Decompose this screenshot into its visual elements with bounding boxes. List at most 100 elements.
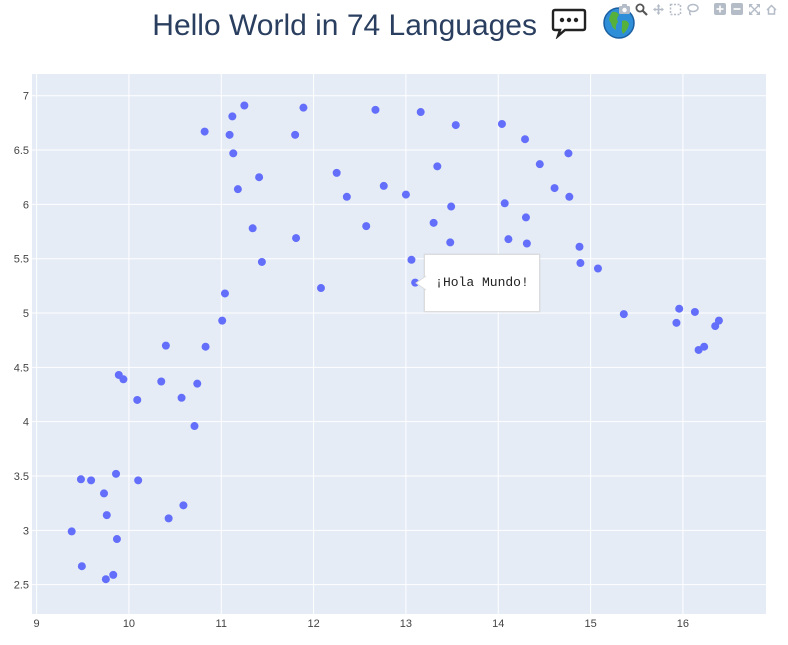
x-tick-label: 12: [307, 618, 319, 630]
data-point[interactable]: [292, 234, 301, 243]
data-point[interactable]: [164, 514, 173, 523]
data-point[interactable]: [714, 316, 723, 325]
data-point[interactable]: [100, 489, 109, 498]
data-point[interactable]: [133, 395, 142, 404]
data-point[interactable]: [161, 341, 170, 350]
data-point[interactable]: [248, 224, 257, 233]
zoom-icon[interactable]: [634, 2, 648, 16]
data-point[interactable]: [228, 112, 237, 121]
data-point[interactable]: [257, 257, 266, 266]
zoom-in-icon[interactable]: [713, 2, 727, 16]
data-point[interactable]: [565, 192, 574, 201]
pan-icon[interactable]: [651, 2, 665, 16]
y-tick-label: 4.5: [14, 362, 29, 374]
data-points: [67, 101, 723, 584]
data-point[interactable]: [193, 379, 202, 388]
data-point[interactable]: [447, 202, 456, 211]
x-tick-label: 10: [123, 618, 135, 630]
data-point[interactable]: [240, 101, 249, 110]
data-point[interactable]: [575, 242, 584, 251]
data-point[interactable]: [411, 278, 420, 287]
data-point[interactable]: [200, 127, 209, 136]
x-tick-label: 14: [492, 618, 504, 630]
data-point[interactable]: [87, 476, 96, 485]
tooltip-text: ¡Hola Mundo!: [435, 274, 529, 290]
data-point[interactable]: [77, 562, 86, 571]
data-point[interactable]: [672, 318, 681, 327]
data-point[interactable]: [521, 213, 530, 222]
data-point[interactable]: [119, 375, 128, 384]
data-point[interactable]: [332, 168, 341, 177]
grid-lines: [32, 74, 766, 614]
data-point[interactable]: [451, 121, 460, 130]
globe-icon: [602, 6, 636, 48]
y-tick-label: 5.5: [14, 254, 29, 266]
y-tick-label: 7: [23, 91, 29, 103]
y-tick-label: 6.5: [14, 145, 29, 157]
data-point[interactable]: [593, 264, 602, 273]
data-point[interactable]: [690, 307, 699, 316]
data-point[interactable]: [67, 527, 76, 536]
x-tick-label: 16: [677, 618, 689, 630]
data-point[interactable]: [112, 535, 121, 544]
data-point[interactable]: [497, 119, 506, 128]
data-point[interactable]: [700, 342, 709, 351]
data-point[interactable]: [416, 108, 425, 117]
data-point[interactable]: [619, 310, 628, 319]
data-point[interactable]: [433, 162, 442, 171]
data-point[interactable]: [177, 393, 186, 402]
data-point[interactable]: [225, 130, 234, 139]
axis-ticks: 9 10 11 12 13 14 15 16 2.5 3 3.5 4 4.5 5 5.5 6 6.5 7: [14, 91, 689, 630]
data-point[interactable]: [371, 105, 380, 114]
data-point[interactable]: [504, 235, 513, 244]
data-point[interactable]: [157, 377, 166, 386]
zoom-out-icon[interactable]: [730, 2, 744, 16]
plot-area[interactable]: [32, 74, 766, 614]
data-point[interactable]: [299, 103, 308, 112]
data-point[interactable]: [429, 218, 438, 227]
y-tick-label: 3.5: [14, 471, 29, 483]
data-point[interactable]: [109, 570, 118, 579]
data-point[interactable]: [564, 149, 573, 158]
data-point[interactable]: [291, 130, 300, 139]
x-tick-label: 13: [400, 618, 412, 630]
reset-axes-icon[interactable]: [764, 2, 778, 16]
data-point[interactable]: [675, 304, 684, 313]
data-point[interactable]: [576, 259, 585, 268]
camera-icon[interactable]: [617, 2, 631, 16]
data-point[interactable]: [255, 173, 264, 182]
data-point[interactable]: [446, 238, 455, 247]
hover-tooltip: ¡Hola Mundo!: [415, 253, 540, 312]
data-point[interactable]: [112, 469, 121, 478]
data-point[interactable]: [101, 575, 110, 584]
data-point[interactable]: [201, 342, 210, 351]
data-point[interactable]: [229, 149, 238, 158]
lasso-select-icon[interactable]: [685, 2, 699, 16]
data-point[interactable]: [316, 284, 325, 293]
tooltip-pointer: [415, 275, 427, 291]
data-point[interactable]: [521, 135, 530, 144]
data-point[interactable]: [379, 181, 388, 190]
data-point[interactable]: [218, 316, 227, 325]
data-point[interactable]: [342, 192, 351, 201]
data-point[interactable]: [401, 190, 410, 199]
box-select-icon[interactable]: [668, 2, 682, 16]
y-tick-label: 3: [23, 525, 29, 537]
data-point[interactable]: [362, 222, 371, 231]
data-point[interactable]: [233, 185, 242, 194]
data-point[interactable]: [535, 160, 544, 169]
data-point[interactable]: [190, 422, 199, 431]
autoscale-icon[interactable]: [747, 2, 761, 16]
data-point[interactable]: [76, 475, 85, 484]
data-point[interactable]: [102, 511, 111, 520]
data-point[interactable]: [407, 255, 416, 264]
x-tick-label: 9: [34, 618, 40, 630]
data-point[interactable]: [550, 184, 559, 193]
data-point[interactable]: [134, 476, 143, 485]
y-tick-label: 5: [23, 308, 29, 320]
data-point[interactable]: [179, 501, 188, 510]
data-point[interactable]: [522, 239, 531, 248]
data-point[interactable]: [220, 289, 229, 298]
data-point[interactable]: [500, 199, 509, 208]
